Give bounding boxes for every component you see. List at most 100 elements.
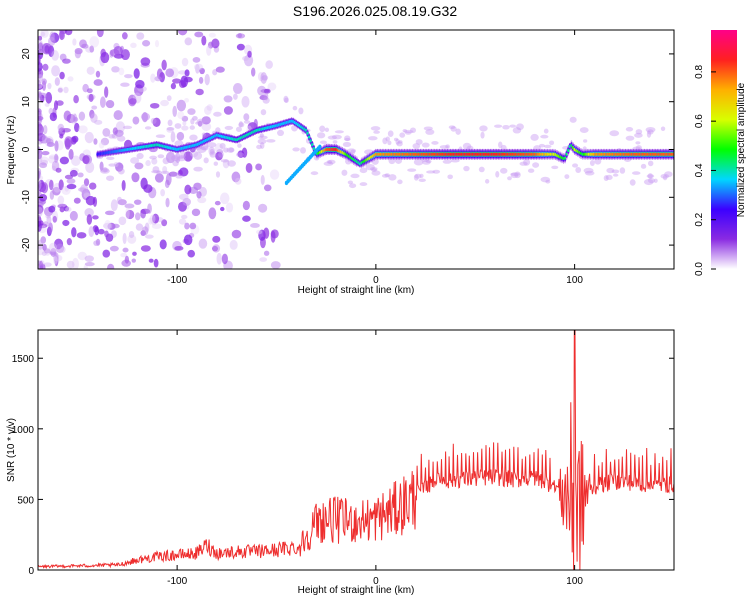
spectrogram-noise-blob — [154, 39, 160, 48]
spectrogram-noise-blob — [95, 70, 101, 78]
spectrogram-noise-blob — [71, 257, 79, 269]
snr-x-ticks: -100 0 100 — [167, 330, 583, 587]
spectrogram-halo-blob — [108, 163, 117, 167]
spectrogram-noise-blob — [263, 184, 272, 192]
spectrogram-halo-blob — [166, 127, 175, 131]
spectrogram-halo-blob — [347, 180, 354, 185]
spectrogram-halo-blob — [431, 141, 439, 145]
spectrogram-noise-blob — [49, 31, 55, 42]
spectrogram-halo-blob — [479, 125, 488, 132]
spectrogram-halo-blob — [584, 170, 595, 176]
spectrogram-halo-blob — [149, 155, 158, 160]
spectrogram-halo-blob — [619, 167, 626, 174]
spectrogram-noise-blob — [59, 246, 66, 253]
spectrogram-ridge-cell — [304, 128, 308, 132]
spectrogram-noise-blob — [39, 156, 49, 164]
spectrogram-halo-blob — [171, 155, 180, 162]
spectrogram-noise-blob — [181, 125, 189, 131]
spectrogram-noise-blob — [253, 118, 258, 129]
spectrogram-halo-blob — [426, 170, 436, 174]
spectrogram-halo-blob — [388, 174, 397, 181]
spectrogram-ridge-cell — [307, 135, 311, 139]
spectrogram-noise-blob — [102, 127, 111, 137]
spectrogram-halo-blob — [152, 166, 160, 173]
spectrogram-y-tick-label: 10 — [21, 96, 32, 108]
spectrogram-halo-blob — [189, 134, 198, 141]
spectrogram-noise-blob — [148, 258, 154, 263]
spectrogram-noise-blob — [63, 206, 70, 212]
spectrogram-halo-blob — [117, 135, 126, 142]
spectrogram-noise-blob — [79, 39, 87, 48]
spectrogram-noise-blob — [38, 83, 44, 91]
spectrogram-noise-blob — [89, 45, 95, 53]
spectrogram-halo-blob — [439, 145, 449, 149]
colorbar-tick-label: 0.4 — [694, 163, 705, 177]
spectrogram-noise-blob — [221, 253, 228, 265]
spectrogram-halo-blob — [195, 121, 201, 125]
spectrogram-noise-blob — [181, 57, 189, 67]
spectrogram-noise-blob — [58, 30, 65, 41]
spectrogram-noise-blob — [131, 258, 136, 263]
spectrogram-halo-blob — [327, 159, 336, 165]
spectrogram-halo-blob — [507, 176, 512, 181]
spectrogram-noise-blob — [49, 112, 58, 122]
spectrogram-noise-blob — [76, 232, 87, 239]
spectrogram-halo-blob — [422, 160, 431, 165]
spectrogram-noise-blob — [83, 178, 90, 187]
spectrogram-noise-blob — [38, 74, 44, 82]
spectrogram-noise-blob — [128, 231, 135, 239]
spectrogram-halo-blob — [178, 155, 185, 160]
spectrogram-halo-blob — [395, 138, 400, 145]
spectrogram-noise-blob — [208, 207, 217, 220]
spectrogram-noise-blob — [125, 207, 130, 220]
spectrogram-noise-blob — [96, 30, 104, 38]
spectrogram-ridge-cell — [309, 139, 312, 143]
spectrogram-halo-blob — [516, 123, 524, 131]
spectrogram-halo-blob — [174, 123, 182, 129]
spectrogram-y-tick-label: -20 — [21, 237, 32, 252]
spectrogram-halo-blob — [332, 140, 338, 144]
spectrogram-noise-blob — [45, 138, 54, 145]
spectrogram-noise-blob — [165, 68, 175, 78]
spectrogram-noise-blob — [38, 220, 42, 232]
spectrogram-noise-blob — [43, 262, 52, 267]
spectrogram-noise-blob — [212, 235, 221, 243]
spectrogram-halo-blob — [262, 97, 270, 104]
spectrogram-halo-blob — [349, 183, 357, 189]
spectrogram-halo-blob — [369, 167, 378, 171]
spectrogram-noise-blob — [229, 239, 238, 250]
spectrogram-halo-blob — [551, 165, 559, 170]
spectrogram-noise-blob — [201, 122, 212, 131]
spectrogram-noise-blob — [88, 93, 94, 102]
spectrogram-halo-blob — [331, 134, 342, 140]
spectrogram-noise-blob — [64, 174, 73, 180]
spectrogram-halo-blob — [122, 125, 133, 130]
spectrogram-noise-blob — [250, 223, 260, 228]
spectrogram-halo-blob — [238, 121, 244, 128]
spectrogram-noise-blob — [90, 113, 98, 123]
spectrogram-noise-blob — [38, 35, 43, 41]
spectrogram-noise-blob — [78, 125, 88, 134]
spectrogram-noise-blob — [170, 82, 176, 90]
spectrogram-halo-blob — [277, 129, 285, 137]
spectrogram-noise-blob — [219, 192, 230, 205]
spectrogram-noise-blob — [84, 255, 94, 262]
spectrogram-halo-blob — [409, 127, 417, 134]
spectrogram-noise-blob — [120, 82, 130, 87]
spectrogram-halo-blob — [257, 138, 267, 145]
spectrogram-noise-blob — [92, 225, 99, 233]
spectrogram-halo-blob — [545, 179, 551, 184]
spectrogram-halo-blob — [259, 142, 265, 149]
spectrogram-noise-blob — [133, 68, 140, 79]
spectrogram-noise-blob — [208, 32, 216, 38]
spectrogram-noise-blob — [159, 239, 167, 250]
spectrogram-halo-blob — [162, 157, 170, 165]
spectrogram-noise-blob — [102, 222, 113, 230]
spectrogram-noise-blob — [223, 95, 233, 103]
spectrogram-noise-blob — [130, 157, 140, 164]
spectrogram-halo-blob — [412, 143, 421, 149]
spectrogram-halo-blob — [647, 177, 655, 184]
spectrogram-noise-blob — [172, 78, 182, 84]
spectrogram-halo-blob — [344, 137, 351, 141]
